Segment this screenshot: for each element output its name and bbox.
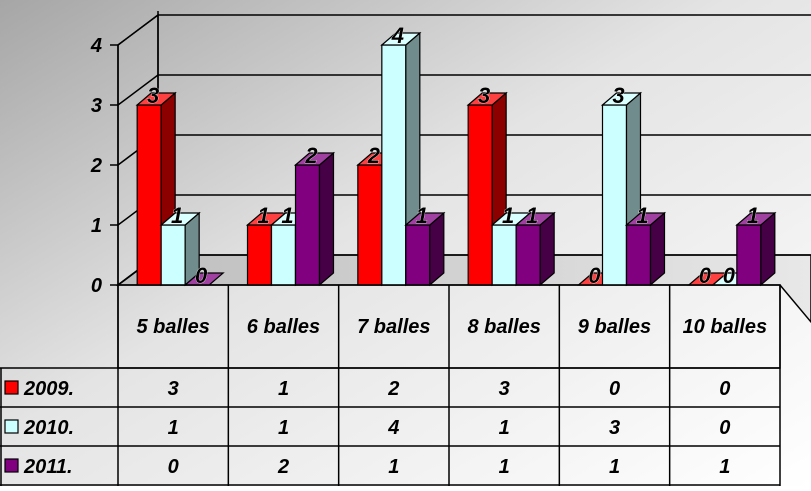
y-tick-label: 2 [90,155,102,177]
legend-key [4,458,19,473]
table-cell: 2 [277,456,289,478]
bar [624,211,667,287]
y-tick-label: 0 [91,275,102,297]
table-cell: 4 [387,417,399,439]
data-label: 0 [588,263,601,288]
data-label: 1 [502,203,514,228]
table-cell: 3 [499,378,510,400]
table-cell: 0 [609,378,620,400]
table-cell: 0 [719,378,730,400]
table-cell: 2 [387,378,399,400]
data-label: 2 [304,143,318,168]
data-label: 1 [526,203,538,228]
legend-key [4,419,19,434]
bar [404,211,446,287]
table-cell: 3 [168,378,179,400]
table-cell: 1 [499,456,510,478]
table-cell: 1 [388,456,399,478]
data-label: 1 [416,203,428,228]
table-cell: 1 [499,417,510,439]
y-tick-label: 1 [91,215,102,237]
table-cell: 0 [168,456,179,478]
table-cell: 1 [719,456,730,478]
data-label: 3 [478,83,490,108]
table-cell: 1 [278,378,289,400]
category-label: 10 balles [683,316,768,338]
table-cell: 1 [278,417,289,439]
table-cell: 0 [719,417,730,439]
category-label: 7 balles [357,316,430,338]
data-label: 0 [195,263,208,288]
data-label: 1 [747,203,759,228]
y-tick-label: 4 [90,35,102,57]
legend-label: 2009. [23,378,74,400]
category-label: 6 balles [247,316,320,338]
bar [293,151,336,287]
table-cell: 1 [609,456,620,478]
data-label: 0 [699,263,712,288]
data-label: 4 [391,23,404,48]
table-cell: 1 [168,417,179,439]
legend-label: 2010. [23,417,74,439]
data-label: 1 [257,203,269,228]
data-label: 1 [281,203,293,228]
data-label: 3 [612,83,624,108]
category-label: 8 balles [467,316,540,338]
category-label: 9 balles [578,316,651,338]
data-label: 3 [147,83,159,108]
data-label: 1 [171,203,183,228]
bar [514,211,556,287]
legend-key [4,380,19,395]
data-label: 2 [367,143,381,168]
bar [735,211,777,287]
table-cell: 3 [609,417,620,439]
y-tick-label: 3 [91,95,102,117]
legend-label: 2011. [23,456,73,478]
data-label: 0 [723,263,736,288]
category-label: 5 balles [136,316,209,338]
data-label: 1 [636,203,648,228]
